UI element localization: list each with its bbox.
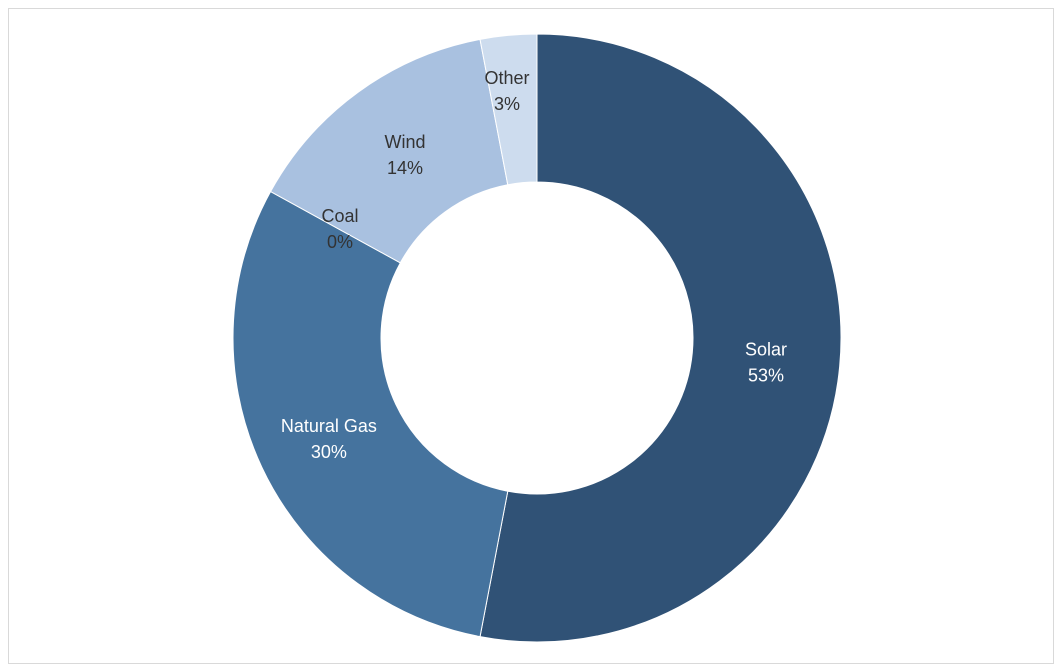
donut-labels: Solar 53% Natural Gas 30% Coal 0% Wind 14% Other… <box>281 68 787 462</box>
slice-other <box>479 33 538 186</box>
slice-name-coal: Coal <box>321 206 358 226</box>
slice-value-natural-gas: 30% <box>311 442 347 462</box>
slice-name-solar: Solar <box>745 340 787 360</box>
slice-value-other: 3% <box>494 94 520 114</box>
slice-label-solar: Solar 53% <box>745 340 787 386</box>
donut-slices <box>232 33 842 643</box>
slice-natural-gas <box>232 190 509 638</box>
slice-solar <box>479 33 842 643</box>
slice-value-wind: 14% <box>387 158 423 178</box>
slice-label-coal: Coal 0% <box>321 206 358 252</box>
slice-value-coal: 0% <box>327 232 353 252</box>
slice-name-other: Other <box>484 68 529 88</box>
slice-name-wind: Wind <box>384 132 425 152</box>
slice-label-wind: Wind 14% <box>384 132 425 178</box>
slice-wind <box>269 38 509 264</box>
slice-value-solar: 53% <box>748 366 784 386</box>
slice-name-natural-gas: Natural Gas <box>281 416 377 436</box>
slice-label-other: Other 3% <box>484 68 529 114</box>
slice-label-natural-gas: Natural Gas 30% <box>281 416 377 462</box>
